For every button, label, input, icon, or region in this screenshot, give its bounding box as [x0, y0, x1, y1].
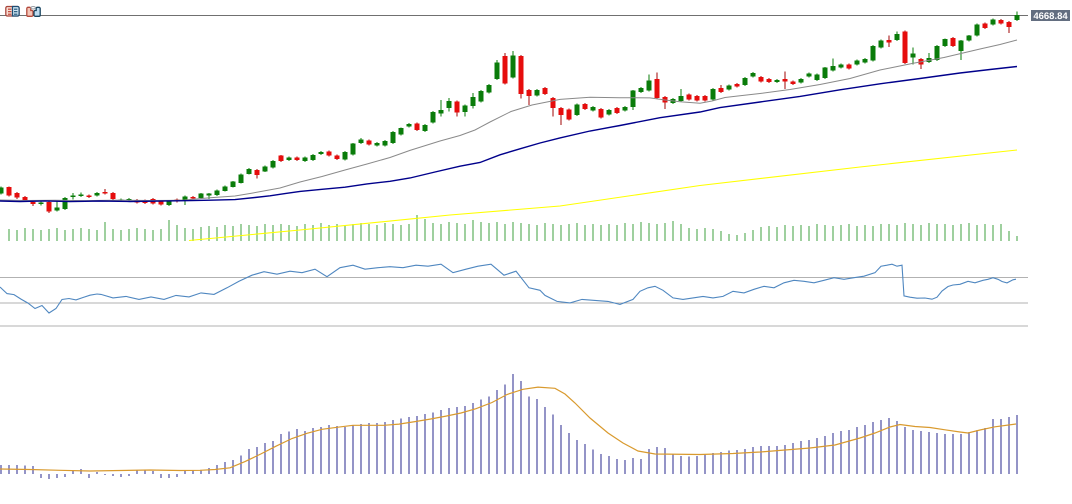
svg-text:4668.84: 4668.84	[1033, 11, 1068, 22]
